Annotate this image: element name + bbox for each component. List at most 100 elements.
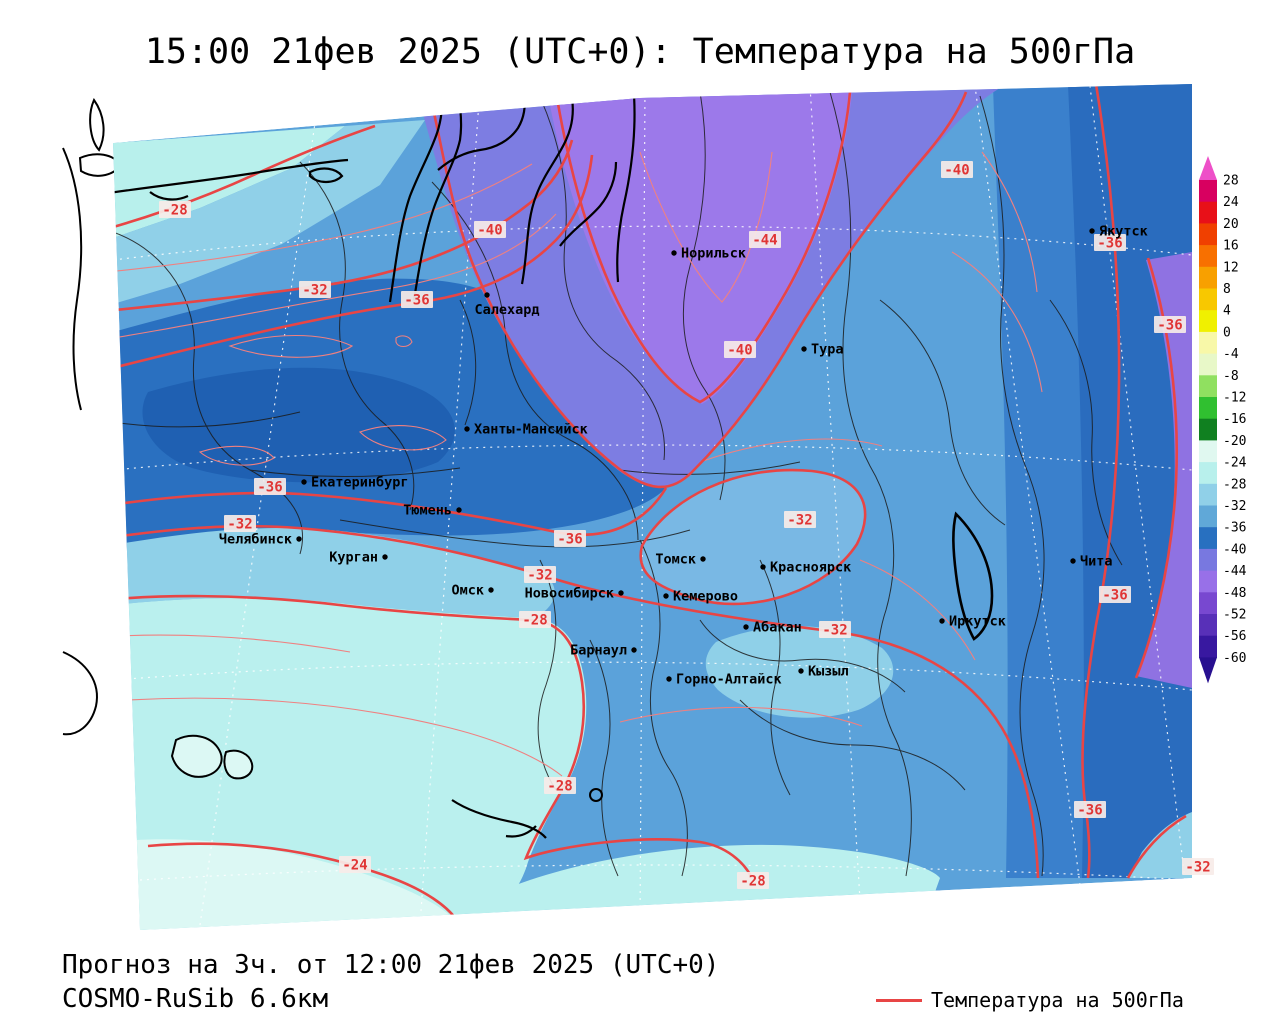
colorbar-segment [1199, 418, 1217, 441]
colorbar-segment [1199, 375, 1217, 398]
city-dot [456, 507, 462, 513]
contour-label-box [819, 621, 851, 638]
city-label: Ханты-Мансийск [474, 422, 588, 438]
colorbar: 28 24 20 16 12 8 4 0 -4 -8 -12 -16 -20 -24 -28 -32 -36 -4… [1199, 156, 1247, 684]
city-dot [671, 250, 677, 256]
contour-label: -36 [1157, 318, 1182, 334]
contour-label-box [519, 611, 551, 628]
colorbar-segment [1199, 483, 1217, 507]
colorbar-tick-label: -32 [1223, 499, 1246, 514]
map-legend: Температура на 500гПа [876, 988, 1184, 1012]
contour-label: -28 [740, 874, 765, 890]
contour-label-box [737, 872, 769, 889]
contour-label: -32 [1185, 860, 1210, 876]
model-domain [113, 84, 1192, 930]
city-label: Барнаул [570, 643, 627, 659]
city-dot [1089, 228, 1095, 234]
city-label: Красноярск [770, 560, 851, 576]
colorbar-tick-label: 28 [1223, 174, 1239, 189]
lake-baikal [952, 511, 994, 641]
city-dot [663, 593, 669, 599]
colorbar-segment [1199, 548, 1217, 572]
contour-label-box [1074, 801, 1106, 818]
temperature-fill-layer [113, 84, 1192, 930]
city-dot [1070, 558, 1076, 564]
city-label: Абакан [753, 620, 802, 636]
contour-label: -32 [787, 513, 812, 529]
coastline-layer [113, 91, 994, 839]
colorbar-arrow-bottom [1199, 657, 1217, 684]
city-label: Кызыл [808, 664, 849, 680]
colorbar-segment [1199, 635, 1217, 658]
colorbar-tick-label: -56 [1223, 629, 1246, 644]
city-label: Екатеринбург [311, 475, 409, 491]
city-dot [743, 624, 749, 630]
contour-label: -36 [1102, 588, 1127, 604]
colorbar-segment [1199, 592, 1217, 615]
city-dot [798, 668, 804, 674]
contour-label: -32 [227, 517, 252, 533]
city-dot [760, 564, 766, 570]
contour-label-box [224, 515, 256, 532]
city-dot [464, 426, 470, 432]
contour-label-box [299, 281, 331, 298]
colorbar-tick-label: 4 [1223, 304, 1231, 319]
contour-label: -32 [527, 568, 552, 584]
legend-label: Температура на 500гПа [931, 988, 1184, 1012]
contour-label: -44 [752, 233, 777, 249]
city-dot [382, 554, 388, 560]
colorbar-tick-label: 24 [1223, 195, 1239, 210]
city-label: Курган [329, 550, 378, 566]
city-dot [700, 556, 706, 562]
contour-label: -36 [404, 293, 429, 309]
legend-red-line [876, 998, 922, 1002]
colorbar-tick-label: -16 [1223, 412, 1246, 427]
city-dot [618, 590, 624, 596]
contour-label: -40 [944, 163, 969, 179]
colorbar-segment [1199, 310, 1217, 333]
graticule-layer [113, 85, 1192, 929]
colorbar-segment [1199, 505, 1217, 528]
contour-label: -32 [302, 283, 327, 299]
colorbar-tick-label: -52 [1223, 608, 1246, 623]
colorbar-segment [1199, 223, 1217, 246]
colorbar-tick-label: -4 [1223, 347, 1239, 362]
city-dot [301, 479, 307, 485]
city-label: Чита [1080, 554, 1113, 570]
contour-label: -36 [1077, 803, 1102, 819]
city-label: Челябинск [219, 532, 292, 548]
colorbar-tick-label: 16 [1223, 239, 1239, 254]
city-label: Тюмень [403, 503, 452, 519]
city-label: Якутск [1099, 224, 1148, 240]
colorbar-segment [1199, 614, 1217, 637]
contour-label-box [339, 856, 371, 873]
contour-label: -36 [257, 480, 282, 496]
contour-label: -28 [162, 203, 187, 219]
contour-label-box [544, 777, 576, 794]
city-label: Новосибирск [525, 586, 614, 602]
city-dot [801, 346, 807, 352]
colorbar-segment [1199, 462, 1217, 485]
colorbar-tick-label: -24 [1223, 456, 1247, 471]
contour-label-box [254, 478, 286, 495]
contour-label: -28 [522, 613, 547, 629]
forecast-info-line: Прогноз на 3ч. от 12:00 21фев 2025 (UTC+… [62, 950, 720, 980]
contour-label-box [941, 161, 973, 178]
colorbar-segment [1199, 527, 1217, 550]
colorbar-tick-label: 12 [1223, 260, 1239, 275]
city-label: Норильск [681, 246, 746, 262]
city-dot [631, 647, 637, 653]
colorbar-segment [1199, 245, 1217, 268]
colorbar-tick-label: 20 [1223, 217, 1239, 232]
city-label: Горно-Алтайск [676, 672, 782, 688]
city-dot [939, 618, 945, 624]
contour-label: -40 [727, 343, 752, 359]
colorbar-tick-label: -8 [1223, 369, 1239, 384]
contour-label: -24 [342, 858, 367, 874]
colorbar-tick-label: -44 [1223, 564, 1247, 579]
city-dot [484, 292, 490, 298]
contour-label: -28 [547, 779, 572, 795]
colorbar-tick-label: -60 [1223, 651, 1246, 666]
contour-label-box [784, 511, 816, 528]
